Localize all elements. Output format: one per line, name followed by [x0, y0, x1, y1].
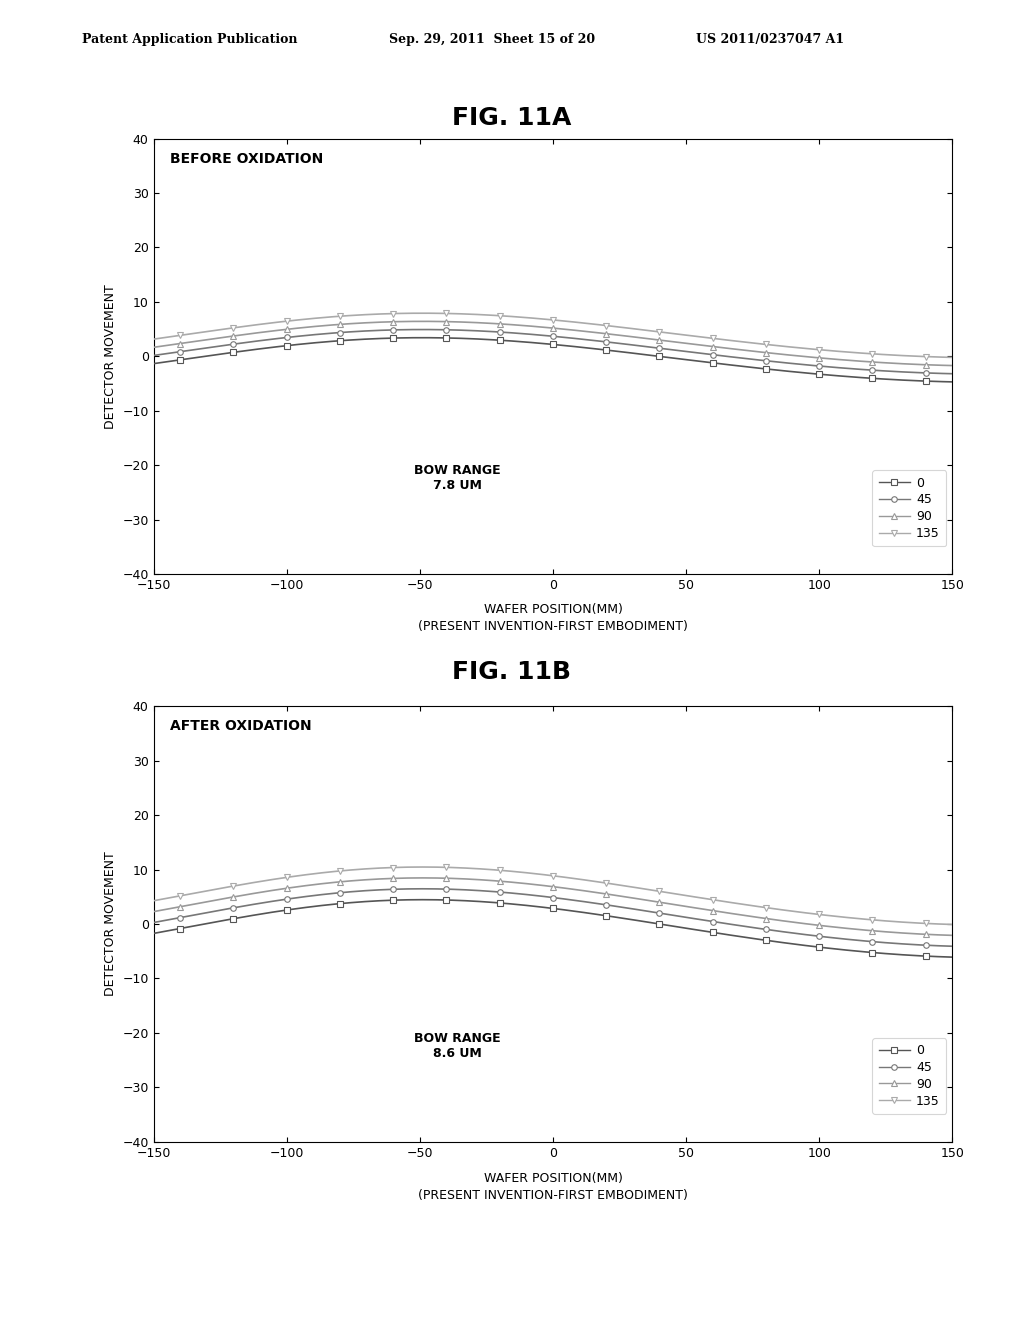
Text: Sep. 29, 2011  Sheet 15 of 20: Sep. 29, 2011 Sheet 15 of 20 — [389, 33, 595, 46]
Text: WAFER POSITION(MM): WAFER POSITION(MM) — [483, 603, 623, 616]
Text: FIG. 11B: FIG. 11B — [453, 660, 571, 684]
Text: BOW RANGE
7.8 UM: BOW RANGE 7.8 UM — [414, 465, 501, 492]
Text: Patent Application Publication: Patent Application Publication — [82, 33, 297, 46]
Text: AFTER OXIDATION: AFTER OXIDATION — [170, 719, 311, 734]
Text: BEFORE OXIDATION: BEFORE OXIDATION — [170, 152, 323, 166]
Text: (PRESENT INVENTION-FIRST EMBODIMENT): (PRESENT INVENTION-FIRST EMBODIMENT) — [418, 620, 688, 634]
Text: WAFER POSITION(MM): WAFER POSITION(MM) — [483, 1172, 623, 1185]
Legend: 0, 45, 90, 135: 0, 45, 90, 135 — [872, 1038, 946, 1114]
Y-axis label: DETECTOR MOVEMENT: DETECTOR MOVEMENT — [103, 284, 117, 429]
Text: BOW RANGE
8.6 UM: BOW RANGE 8.6 UM — [414, 1032, 501, 1060]
Text: (PRESENT INVENTION-FIRST EMBODIMENT): (PRESENT INVENTION-FIRST EMBODIMENT) — [418, 1189, 688, 1203]
Legend: 0, 45, 90, 135: 0, 45, 90, 135 — [872, 470, 946, 546]
Text: US 2011/0237047 A1: US 2011/0237047 A1 — [696, 33, 845, 46]
Y-axis label: DETECTOR MOVEMENT: DETECTOR MOVEMENT — [103, 851, 117, 997]
Text: FIG. 11A: FIG. 11A — [453, 106, 571, 129]
